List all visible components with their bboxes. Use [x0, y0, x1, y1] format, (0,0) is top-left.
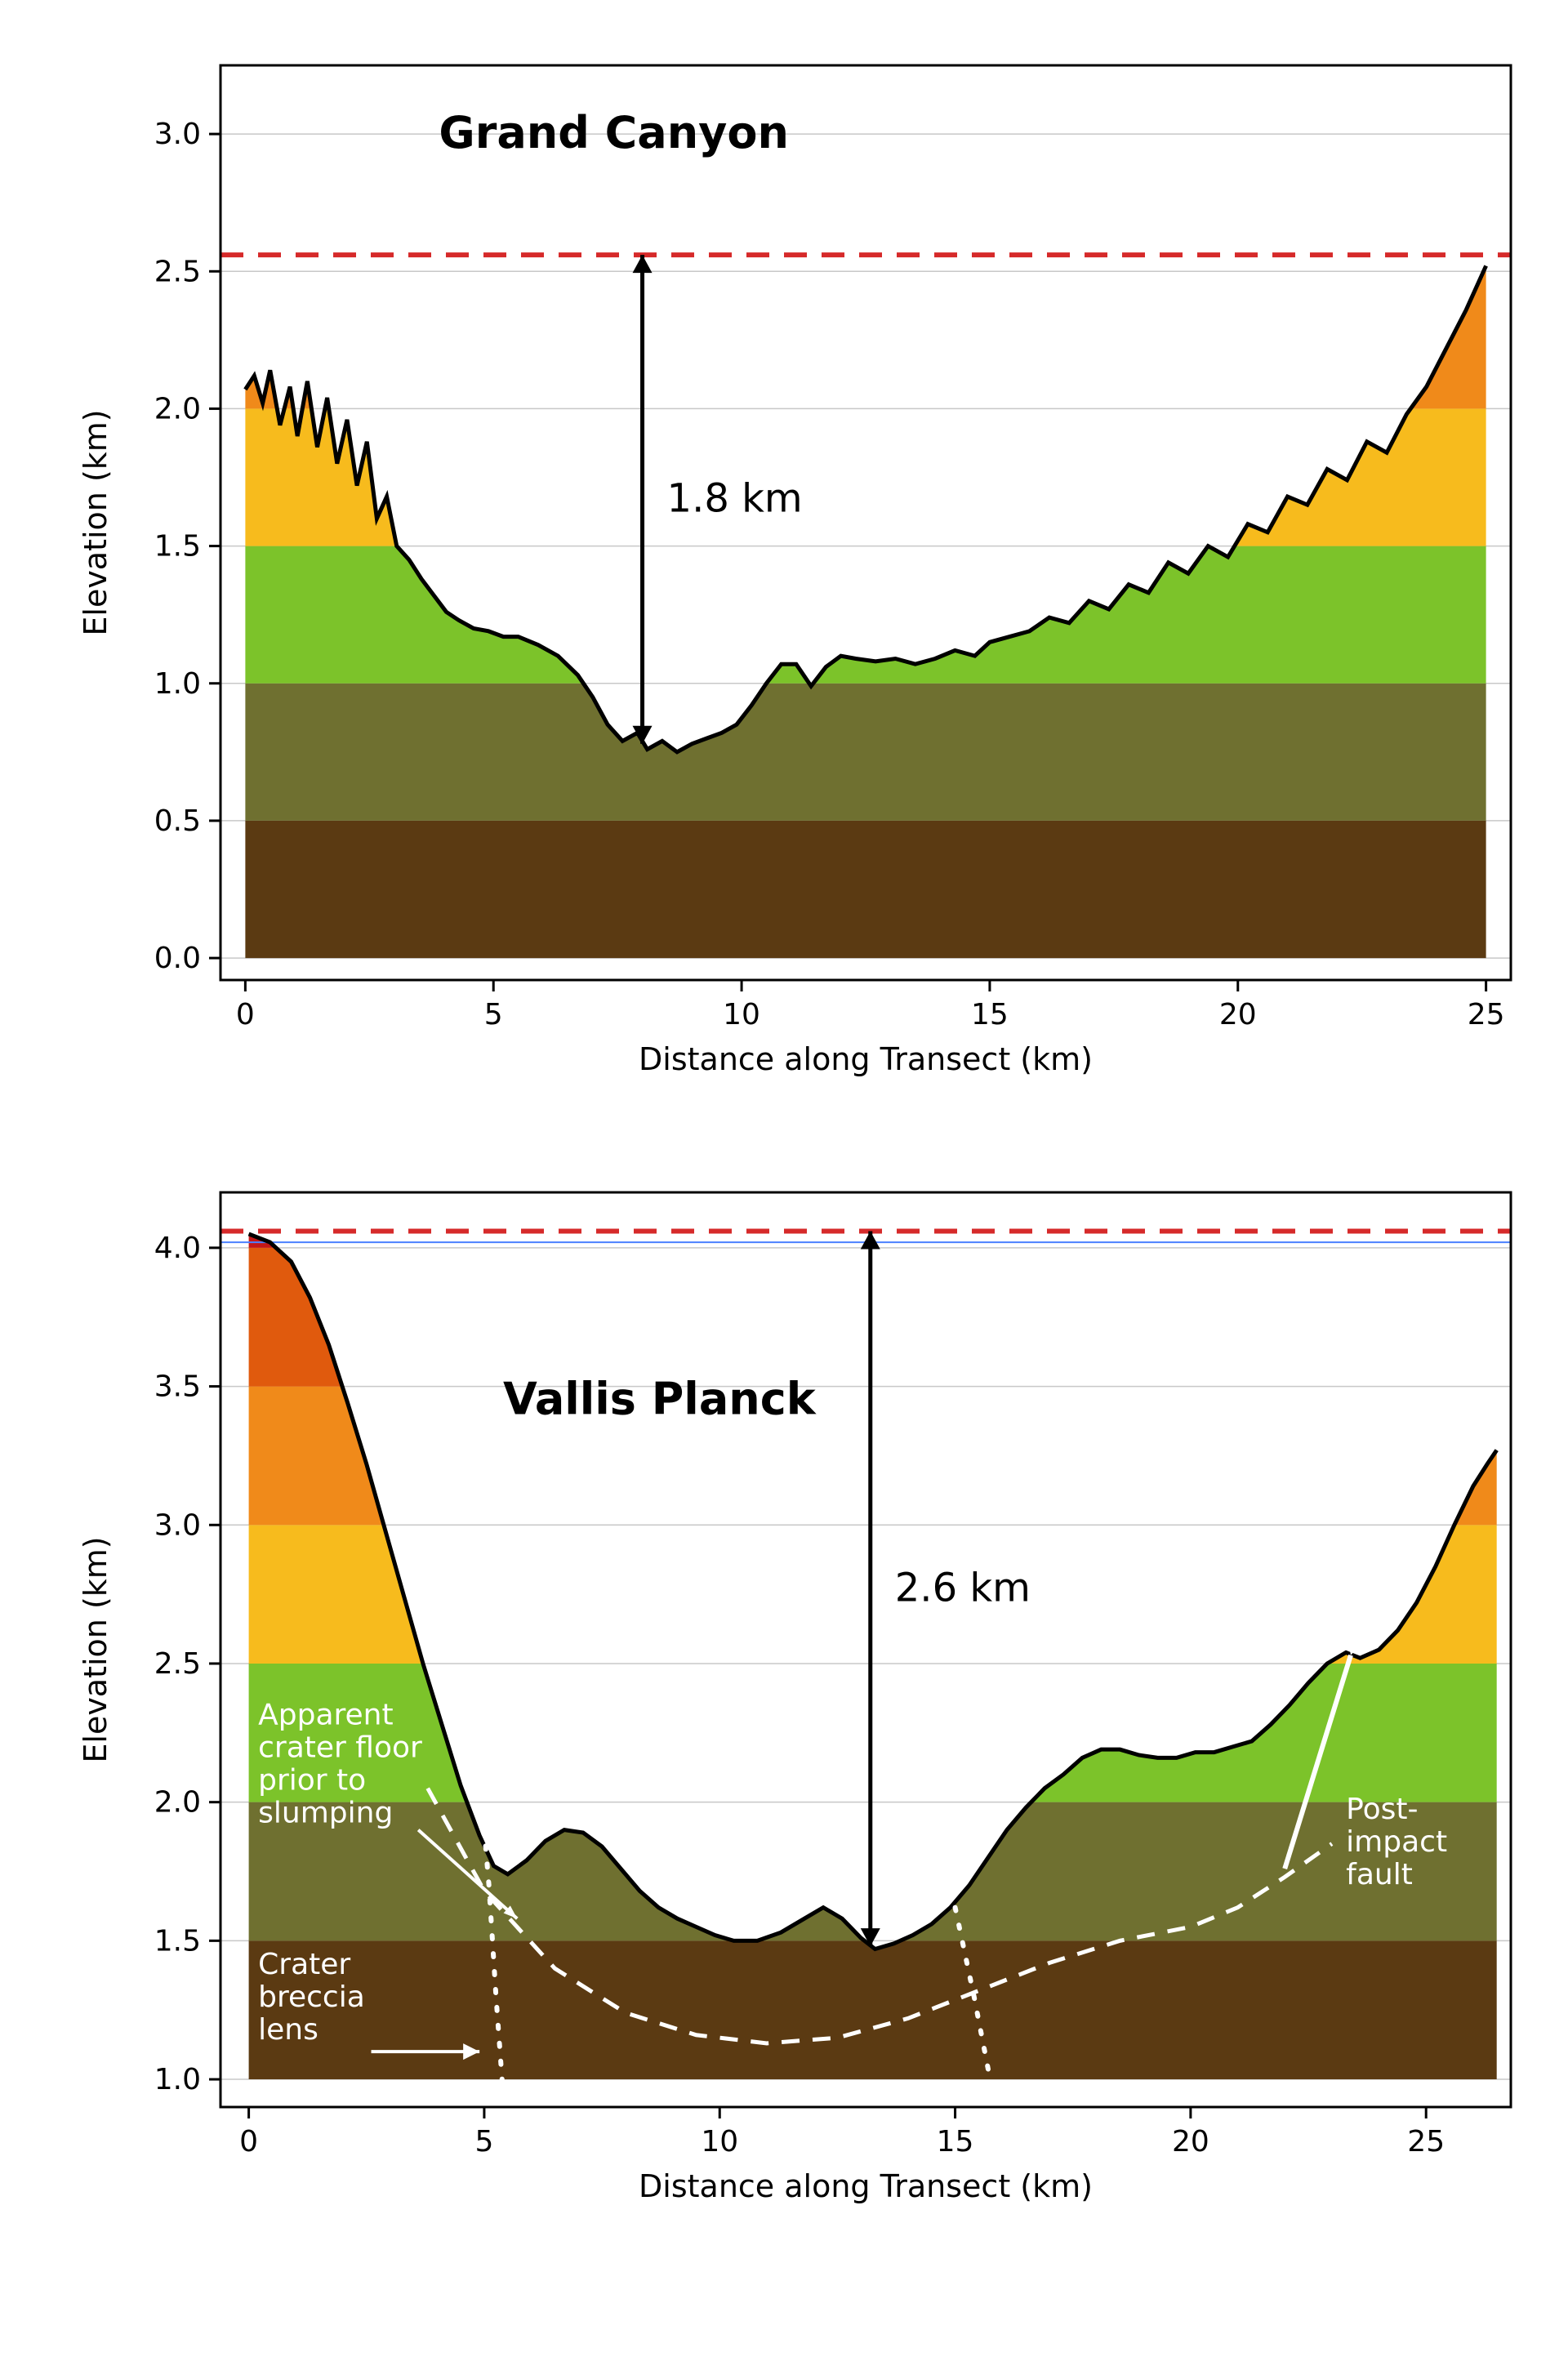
depth-label: 2.6 km	[895, 1565, 1031, 1611]
y-tick-label: 3.5	[154, 1370, 201, 1404]
crater-floor-label: crater floor	[258, 1731, 422, 1765]
grand-canyon-panel: 1.8 km Grand Canyon 0 5 10 15 20 25 0.0 0.5 1.0 1.5…	[49, 33, 1519, 1094]
x-tick-label: 0	[236, 998, 255, 1031]
grand-canyon-chart: 1.8 km Grand Canyon 0 5 10 15 20 25 0.0 0.5 1.0 1.5…	[49, 33, 1519, 1094]
x-tick-label: 5	[474, 2125, 493, 2158]
crater-floor-label: prior to	[258, 1764, 366, 1798]
y-tick-label: 2.5	[154, 255, 201, 288]
x-tick-label: 10	[701, 2125, 738, 2158]
x-axis-label: Distance along Transect (km)	[639, 2168, 1093, 2204]
x-tick-label: 5	[484, 998, 503, 1031]
y-axis-label: Elevation (km)	[78, 1536, 114, 1762]
y-tick-label: 3.0	[154, 118, 201, 151]
chart-title: Grand Canyon	[439, 107, 789, 158]
x-tick-label: 10	[723, 998, 760, 1031]
fault-label: fault	[1346, 1858, 1413, 1891]
x-tick-label: 20	[1219, 998, 1257, 1031]
y-tick-label: 0.0	[154, 942, 201, 975]
y-tick-label: 1.0	[154, 2063, 201, 2096]
vallis-planck-chart: Apparentcrater floorprior toslumping Crat…	[49, 1160, 1519, 2221]
x-tick-label: 0	[239, 2125, 258, 2158]
y-tick-label: 2.0	[154, 392, 201, 425]
chart-title: Vallis Planck	[503, 1374, 817, 1425]
y-tick-label: 3.0	[154, 1508, 201, 1542]
crater-floor-label: slumping	[258, 1797, 393, 1830]
x-tick-label: 25	[1468, 998, 1505, 1031]
y-tick-label: 4.0	[154, 1232, 201, 1265]
fault-label: Post-	[1346, 1793, 1418, 1826]
x-axis-label: Distance along Transect (km)	[639, 1041, 1093, 1077]
y-tick-label: 0.5	[154, 804, 201, 838]
fault-label: impact	[1346, 1825, 1447, 1859]
y-tick-label: 1.5	[154, 530, 201, 564]
x-tick-label: 15	[937, 2125, 974, 2158]
y-tick-label: 2.5	[154, 1647, 201, 1681]
x-tick-label: 20	[1172, 2125, 1209, 2158]
breccia-label: lens	[258, 2013, 318, 2047]
y-tick-label: 2.0	[154, 1786, 201, 1820]
y-axis-label: Elevation (km)	[78, 409, 114, 635]
breccia-label: Crater	[258, 1948, 350, 1981]
crater-floor-label: Apparent	[258, 1699, 393, 1732]
breccia-label: breccia	[258, 1980, 365, 2014]
depth-label: 1.8 km	[667, 475, 803, 521]
x-tick-label: 15	[971, 998, 1009, 1031]
y-tick-label: 1.5	[154, 1924, 201, 1958]
vallis-planck-panel: Apparentcrater floorprior toslumping Crat…	[49, 1160, 1519, 2221]
x-tick-label: 25	[1407, 2125, 1445, 2158]
y-tick-label: 1.0	[154, 667, 201, 701]
